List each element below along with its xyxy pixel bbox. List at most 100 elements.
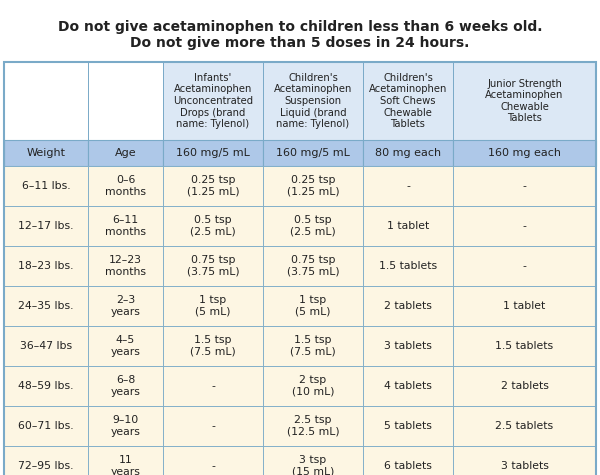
- Bar: [453, 286, 596, 326]
- Text: 2.5 tsp
(12.5 mL): 2.5 tsp (12.5 mL): [287, 415, 340, 437]
- Text: 1.5 tsp
(7.5 mL): 1.5 tsp (7.5 mL): [290, 335, 336, 357]
- Bar: [163, 206, 263, 246]
- Bar: [263, 206, 363, 246]
- Text: 1.5 tsp
(7.5 mL): 1.5 tsp (7.5 mL): [190, 335, 236, 357]
- Bar: [4, 246, 88, 286]
- Bar: [4, 62, 596, 475]
- Bar: [263, 326, 363, 366]
- Text: 60–71 lbs.: 60–71 lbs.: [18, 421, 74, 431]
- Text: 6–11
months: 6–11 months: [105, 215, 146, 237]
- Text: 0.25 tsp
(1.25 mL): 0.25 tsp (1.25 mL): [287, 175, 340, 197]
- Text: Do not give acetaminophen to children less than 6 weeks old.
Do not give more th: Do not give acetaminophen to children le…: [58, 20, 542, 50]
- Text: 1.5 tablets: 1.5 tablets: [496, 341, 554, 351]
- Bar: [263, 62, 363, 140]
- Text: 9–10
years: 9–10 years: [110, 415, 140, 437]
- Bar: [363, 206, 453, 246]
- Bar: [4, 286, 88, 326]
- Text: 6–11 lbs.: 6–11 lbs.: [22, 181, 70, 191]
- Bar: [88, 166, 163, 206]
- Text: 1 tsp
(5 mL): 1 tsp (5 mL): [295, 295, 331, 317]
- Bar: [363, 366, 453, 406]
- Text: 12–23
months: 12–23 months: [105, 255, 146, 277]
- Text: -: -: [523, 181, 526, 191]
- Bar: [453, 206, 596, 246]
- Bar: [88, 406, 163, 446]
- Text: 0.5 tsp
(2.5 mL): 0.5 tsp (2.5 mL): [290, 215, 336, 237]
- Text: Age: Age: [115, 148, 136, 158]
- Bar: [263, 366, 363, 406]
- Bar: [363, 326, 453, 366]
- Text: Junior Strength
Acetaminophen
Chewable
Tablets: Junior Strength Acetaminophen Chewable T…: [485, 78, 563, 124]
- Text: 2 tablets: 2 tablets: [500, 381, 548, 391]
- Text: 1.5 tablets: 1.5 tablets: [379, 261, 437, 271]
- Bar: [4, 446, 88, 475]
- Text: -: -: [406, 181, 410, 191]
- Bar: [263, 406, 363, 446]
- Text: -: -: [211, 381, 215, 391]
- Text: 36–47 lbs: 36–47 lbs: [20, 341, 72, 351]
- Text: 72–95 lbs.: 72–95 lbs.: [18, 461, 74, 471]
- Text: 160 mg/5 mL: 160 mg/5 mL: [276, 148, 350, 158]
- Bar: [88, 446, 163, 475]
- Bar: [163, 446, 263, 475]
- Bar: [453, 446, 596, 475]
- Bar: [163, 166, 263, 206]
- Text: 2 tsp
(10 mL): 2 tsp (10 mL): [292, 375, 334, 397]
- Text: 24–35 lbs.: 24–35 lbs.: [18, 301, 74, 311]
- Bar: [363, 166, 453, 206]
- Text: 6–8
years: 6–8 years: [110, 375, 140, 397]
- Bar: [453, 140, 596, 166]
- Bar: [453, 406, 596, 446]
- Bar: [88, 366, 163, 406]
- Bar: [88, 206, 163, 246]
- Text: Weight: Weight: [26, 148, 65, 158]
- Bar: [263, 166, 363, 206]
- Bar: [4, 406, 88, 446]
- Text: Infants'
Acetaminophen
Unconcentrated
Drops (brand
name: Tylenol): Infants' Acetaminophen Unconcentrated Dr…: [173, 73, 253, 129]
- Bar: [4, 326, 88, 366]
- Bar: [163, 62, 263, 140]
- Text: 160 mg each: 160 mg each: [488, 148, 561, 158]
- Bar: [88, 62, 163, 140]
- Text: -: -: [211, 461, 215, 471]
- Bar: [453, 62, 596, 140]
- Text: 160 mg/5 mL: 160 mg/5 mL: [176, 148, 250, 158]
- Bar: [88, 286, 163, 326]
- Text: 48–59 lbs.: 48–59 lbs.: [18, 381, 74, 391]
- Bar: [4, 206, 88, 246]
- Bar: [163, 246, 263, 286]
- Text: -: -: [523, 221, 526, 231]
- Text: 4–5
years: 4–5 years: [110, 335, 140, 357]
- Text: 0.75 tsp
(3.75 mL): 0.75 tsp (3.75 mL): [287, 255, 340, 277]
- Text: 3 tablets: 3 tablets: [384, 341, 432, 351]
- Text: 18–23 lbs.: 18–23 lbs.: [18, 261, 74, 271]
- Text: 1 tablet: 1 tablet: [387, 221, 429, 231]
- Text: 3 tsp
(15 mL): 3 tsp (15 mL): [292, 455, 334, 475]
- Text: -: -: [523, 261, 526, 271]
- Bar: [4, 366, 88, 406]
- Text: 0.5 tsp
(2.5 mL): 0.5 tsp (2.5 mL): [190, 215, 236, 237]
- Bar: [363, 140, 453, 166]
- Text: 0.75 tsp
(3.75 mL): 0.75 tsp (3.75 mL): [187, 255, 239, 277]
- Bar: [453, 166, 596, 206]
- Bar: [163, 326, 263, 366]
- Text: 2 tablets: 2 tablets: [384, 301, 432, 311]
- Bar: [4, 140, 88, 166]
- Bar: [163, 140, 263, 166]
- Bar: [88, 140, 163, 166]
- Bar: [363, 446, 453, 475]
- Text: 2–3
years: 2–3 years: [110, 295, 140, 317]
- Bar: [4, 62, 88, 140]
- Text: 5 tablets: 5 tablets: [384, 421, 432, 431]
- Bar: [263, 246, 363, 286]
- Text: 4 tablets: 4 tablets: [384, 381, 432, 391]
- Text: 6 tablets: 6 tablets: [384, 461, 432, 471]
- Bar: [4, 166, 88, 206]
- Bar: [363, 62, 453, 140]
- Bar: [88, 326, 163, 366]
- Text: 1 tsp
(5 mL): 1 tsp (5 mL): [195, 295, 231, 317]
- Text: 12–17 lbs.: 12–17 lbs.: [18, 221, 74, 231]
- Bar: [263, 286, 363, 326]
- Text: 2.5 tablets: 2.5 tablets: [496, 421, 554, 431]
- Bar: [453, 366, 596, 406]
